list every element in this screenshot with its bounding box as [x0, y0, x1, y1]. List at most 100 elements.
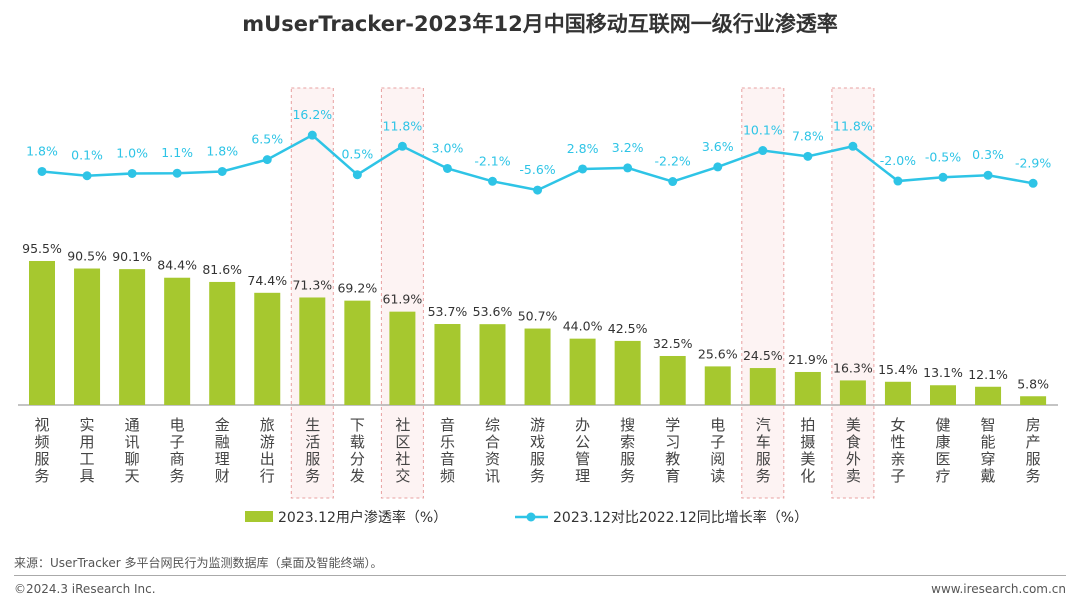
growth-label: -2.9% — [1015, 155, 1051, 170]
category-label: 能 — [981, 433, 996, 451]
category-label: 游 — [260, 433, 275, 451]
bar — [839, 380, 866, 405]
bar-label: 24.5% — [743, 348, 783, 363]
bar — [1020, 396, 1047, 405]
legend-line-marker — [526, 512, 536, 522]
category-label: 化 — [800, 467, 815, 485]
bar — [254, 292, 281, 405]
bar-label: 95.5% — [22, 241, 62, 256]
growth-point — [442, 163, 452, 173]
bar-label: 53.6% — [473, 304, 513, 319]
category-label: 务 — [170, 467, 185, 485]
category-label: 合 — [485, 433, 500, 451]
category-label: 理 — [575, 467, 590, 485]
category-label: 音 — [440, 450, 455, 468]
category-label: 游 — [530, 416, 545, 434]
growth-label: 3.6% — [702, 139, 734, 154]
legend-bar-label: 2023.12用户渗透率（%） — [278, 509, 447, 526]
category-label: 办 — [575, 416, 590, 434]
highlighted-category-label: 美食外卖 — [844, 417, 862, 485]
growth-label: 3.0% — [432, 140, 464, 155]
category-label: 行 — [260, 467, 275, 485]
bar — [704, 366, 731, 405]
bar — [930, 385, 956, 405]
bar-label: 81.6% — [202, 262, 242, 277]
bar — [164, 277, 191, 405]
website: www.iresearch.com.cn — [931, 582, 1066, 596]
growth-point — [397, 141, 407, 151]
bar — [434, 324, 461, 405]
growth-point — [803, 151, 813, 161]
category-label: 务 — [620, 467, 635, 485]
growth-point — [713, 162, 723, 172]
category-label: 频 — [440, 467, 455, 485]
category-label: 通 — [125, 416, 140, 434]
bar — [884, 381, 911, 405]
category-label: 阅 — [710, 450, 725, 468]
growth-label: 1.1% — [161, 145, 193, 160]
category-label: 工 — [80, 450, 95, 468]
growth-label: -2.1% — [474, 153, 510, 168]
category-label: 智 — [981, 416, 996, 434]
category-label: 务 — [530, 467, 545, 485]
category-label: 电 — [170, 416, 185, 434]
growth-point — [82, 171, 92, 181]
growth-point — [848, 141, 858, 151]
bar-label: 90.5% — [67, 249, 107, 264]
category-label: 育 — [665, 467, 680, 485]
bar — [749, 368, 776, 405]
bar-label: 12.1% — [968, 367, 1008, 382]
category-label: 美 — [800, 450, 815, 468]
category-label: 分 — [350, 450, 365, 468]
category-label: 音 — [440, 416, 455, 434]
bar — [344, 300, 371, 405]
growth-point — [533, 185, 543, 195]
growth-point — [938, 172, 948, 182]
category-label: 学 — [665, 416, 680, 434]
growth-label: 7.8% — [792, 128, 824, 143]
growth-point — [623, 163, 633, 173]
category-label: 综 — [485, 416, 500, 434]
copyright: ©2024.3 iResearch Inc. — [14, 582, 156, 596]
growth-point — [352, 170, 362, 180]
category-label: 用 — [80, 433, 95, 451]
bar-label: 15.4% — [878, 362, 918, 377]
growth-point — [262, 155, 272, 165]
category-label: 管 — [575, 450, 590, 468]
growth-point — [37, 166, 47, 176]
growth-label: 11.8% — [383, 118, 423, 133]
highlight-box — [290, 87, 334, 499]
category-label: 服 — [34, 450, 49, 468]
category-label: 理 — [215, 450, 230, 468]
category-label: 电 — [710, 416, 725, 434]
bar — [299, 297, 326, 405]
bar — [479, 324, 506, 405]
growth-label: 0.1% — [71, 148, 103, 163]
bar-label: 50.7% — [518, 309, 558, 324]
legend-bar-swatch — [245, 511, 273, 522]
category-label: 频 — [34, 433, 49, 451]
bar-label: 25.6% — [698, 346, 738, 361]
category-label: 资 — [485, 450, 500, 468]
category-label: 健 — [935, 416, 950, 434]
bar-label: 61.9% — [383, 292, 423, 307]
growth-point — [983, 170, 993, 180]
highlighted-category-label: 生活服务 — [303, 417, 321, 485]
category-label: 融 — [215, 433, 230, 451]
highlighted-category-label: 社区社交 — [393, 417, 411, 485]
category-label: 务 — [1026, 467, 1041, 485]
bar-label: 5.8% — [1017, 376, 1049, 391]
growth-label: 1.8% — [206, 143, 238, 158]
growth-label: 10.1% — [743, 123, 783, 138]
category-label: 实 — [80, 416, 95, 434]
bar-label: 84.4% — [157, 258, 197, 273]
category-label: 具 — [80, 467, 95, 485]
growth-point — [578, 164, 588, 174]
category-label: 习 — [665, 433, 680, 451]
category-label: 读 — [710, 467, 725, 485]
category-label: 载 — [350, 433, 365, 451]
category-label: 乐 — [440, 433, 455, 451]
growth-point — [1028, 178, 1038, 188]
category-label: 子 — [170, 433, 185, 451]
category-label: 亲 — [890, 450, 905, 468]
